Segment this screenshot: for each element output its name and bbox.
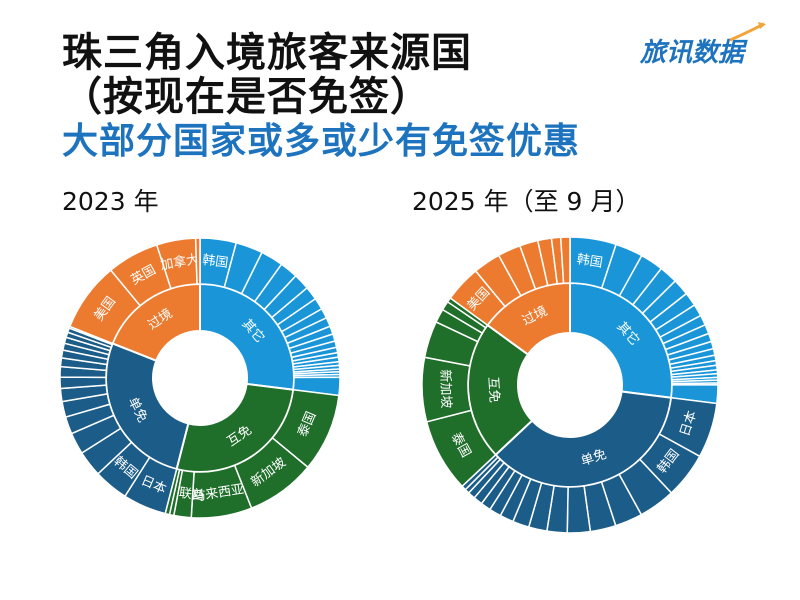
subtitle: 大部分国家或多或少有免签优惠	[62, 121, 581, 162]
inner-label-1-2: 互免	[485, 376, 502, 403]
outer-label-1-其它-0: 韩国	[576, 252, 604, 271]
outer-label-0-过境-2: 加拿大	[159, 251, 200, 273]
title-line-2: （按现在是否免签）	[62, 74, 431, 120]
outer-label-0-其它-0: 韩国	[201, 253, 229, 271]
plane-icon	[729, 22, 766, 42]
outer-label-1-互免-1: 新加坡	[437, 369, 454, 408]
outer-segment-1-过境-6	[559, 236, 571, 284]
title-line-1: 珠三角入境旅客来源国	[62, 30, 472, 76]
brand-logo: 旅讯数据	[640, 22, 770, 76]
chart-title-2023: 2023 年	[62, 187, 159, 216]
chart-title-2025: 2025 年（至 9 月）	[412, 187, 641, 216]
outer-segment-0-过境-3	[194, 237, 201, 285]
logo-text: 旅讯数据	[640, 38, 745, 68]
